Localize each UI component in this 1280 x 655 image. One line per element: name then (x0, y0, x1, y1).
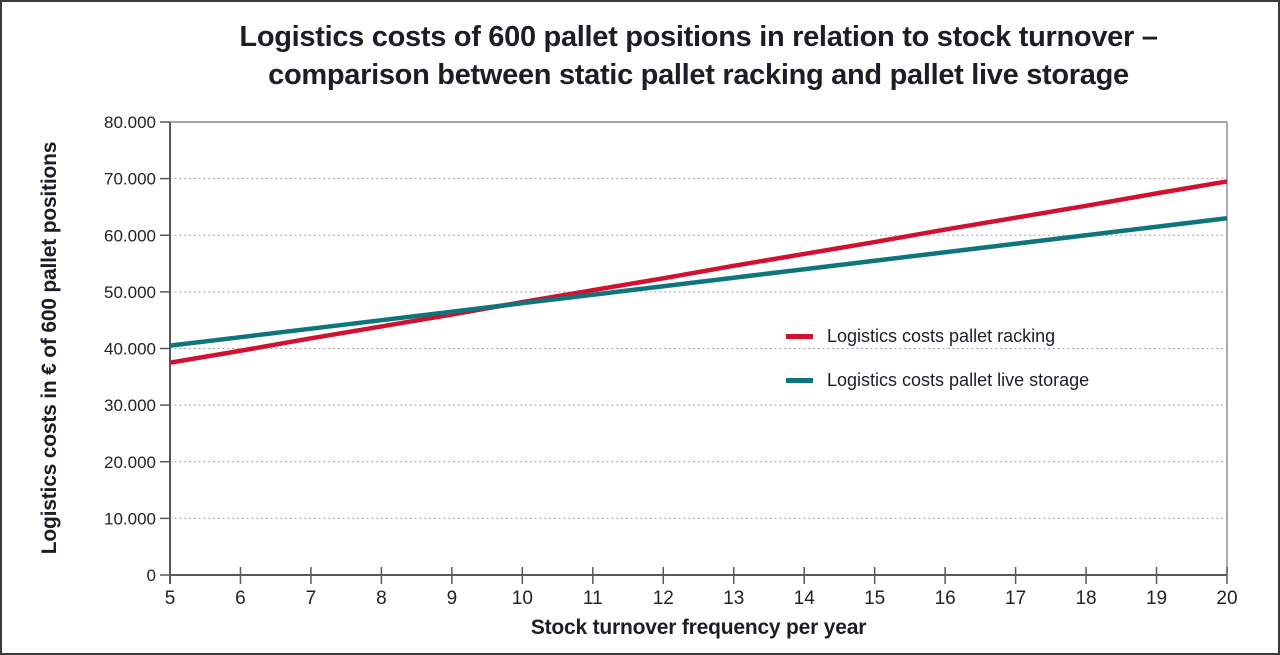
legend-swatch-pallet-live-storage (786, 377, 813, 383)
y-tick-label: 40.000 (104, 340, 156, 359)
x-tick-label: 11 (583, 588, 603, 609)
y-tick-label: 10.000 (104, 509, 156, 528)
y-tick-label: 20.000 (104, 453, 156, 472)
x-tick-label: 18 (1075, 588, 1096, 609)
x-tick-label: 6 (235, 588, 246, 609)
chart-title: Logistics costs of 600 pallet positions … (170, 18, 1227, 94)
chart-title-line-1: Logistics costs of 600 pallet positions … (239, 21, 1158, 53)
x-tick-label: 8 (376, 588, 387, 609)
y-tick-label: 30.000 (104, 396, 156, 415)
x-tick-label: 12 (653, 588, 674, 609)
legend-swatch-pallet-racking (786, 333, 813, 339)
x-tick-label: 5 (165, 588, 176, 609)
x-tick-label: 7 (306, 588, 317, 609)
legend-item-pallet-live-storage: Logistics costs pallet live storage (786, 358, 1089, 402)
x-tick-label: 17 (1005, 588, 1026, 609)
y-axis-title: Logistics costs in € of 600 pallet posit… (38, 141, 61, 555)
x-tick-label: 14 (794, 588, 816, 609)
x-tick-label: 20 (1216, 588, 1237, 609)
x-tick-label: 10 (512, 588, 533, 609)
legend-label-pallet-live-storage: Logistics costs pallet live storage (827, 369, 1090, 390)
y-tick-label: 80.000 (104, 113, 156, 132)
x-tick-label: 19 (1146, 588, 1167, 609)
y-tick-label: 60.000 (104, 226, 156, 245)
series-line-1 (169, 216, 1228, 348)
legend-item-pallet-racking: Logistics costs pallet racking (786, 314, 1089, 358)
x-tick-label: 9 (447, 588, 458, 609)
x-tick-label: 16 (935, 588, 956, 609)
x-tick-label: 13 (723, 588, 744, 609)
x-tick-label: 15 (864, 588, 885, 609)
y-tick-label: 50.000 (104, 283, 156, 302)
legend: Logistics costs pallet racking Logistics… (786, 314, 1089, 402)
series-line-0 (169, 179, 1228, 365)
y-tick-label: 70.000 (104, 170, 156, 189)
x-axis-title: Stock turnover frequency per year (530, 616, 867, 639)
legend-label-pallet-racking: Logistics costs pallet racking (827, 325, 1056, 346)
chart-title-line-2: comparison between static pallet racking… (268, 59, 1129, 91)
y-tick-label: 0 (147, 566, 156, 585)
